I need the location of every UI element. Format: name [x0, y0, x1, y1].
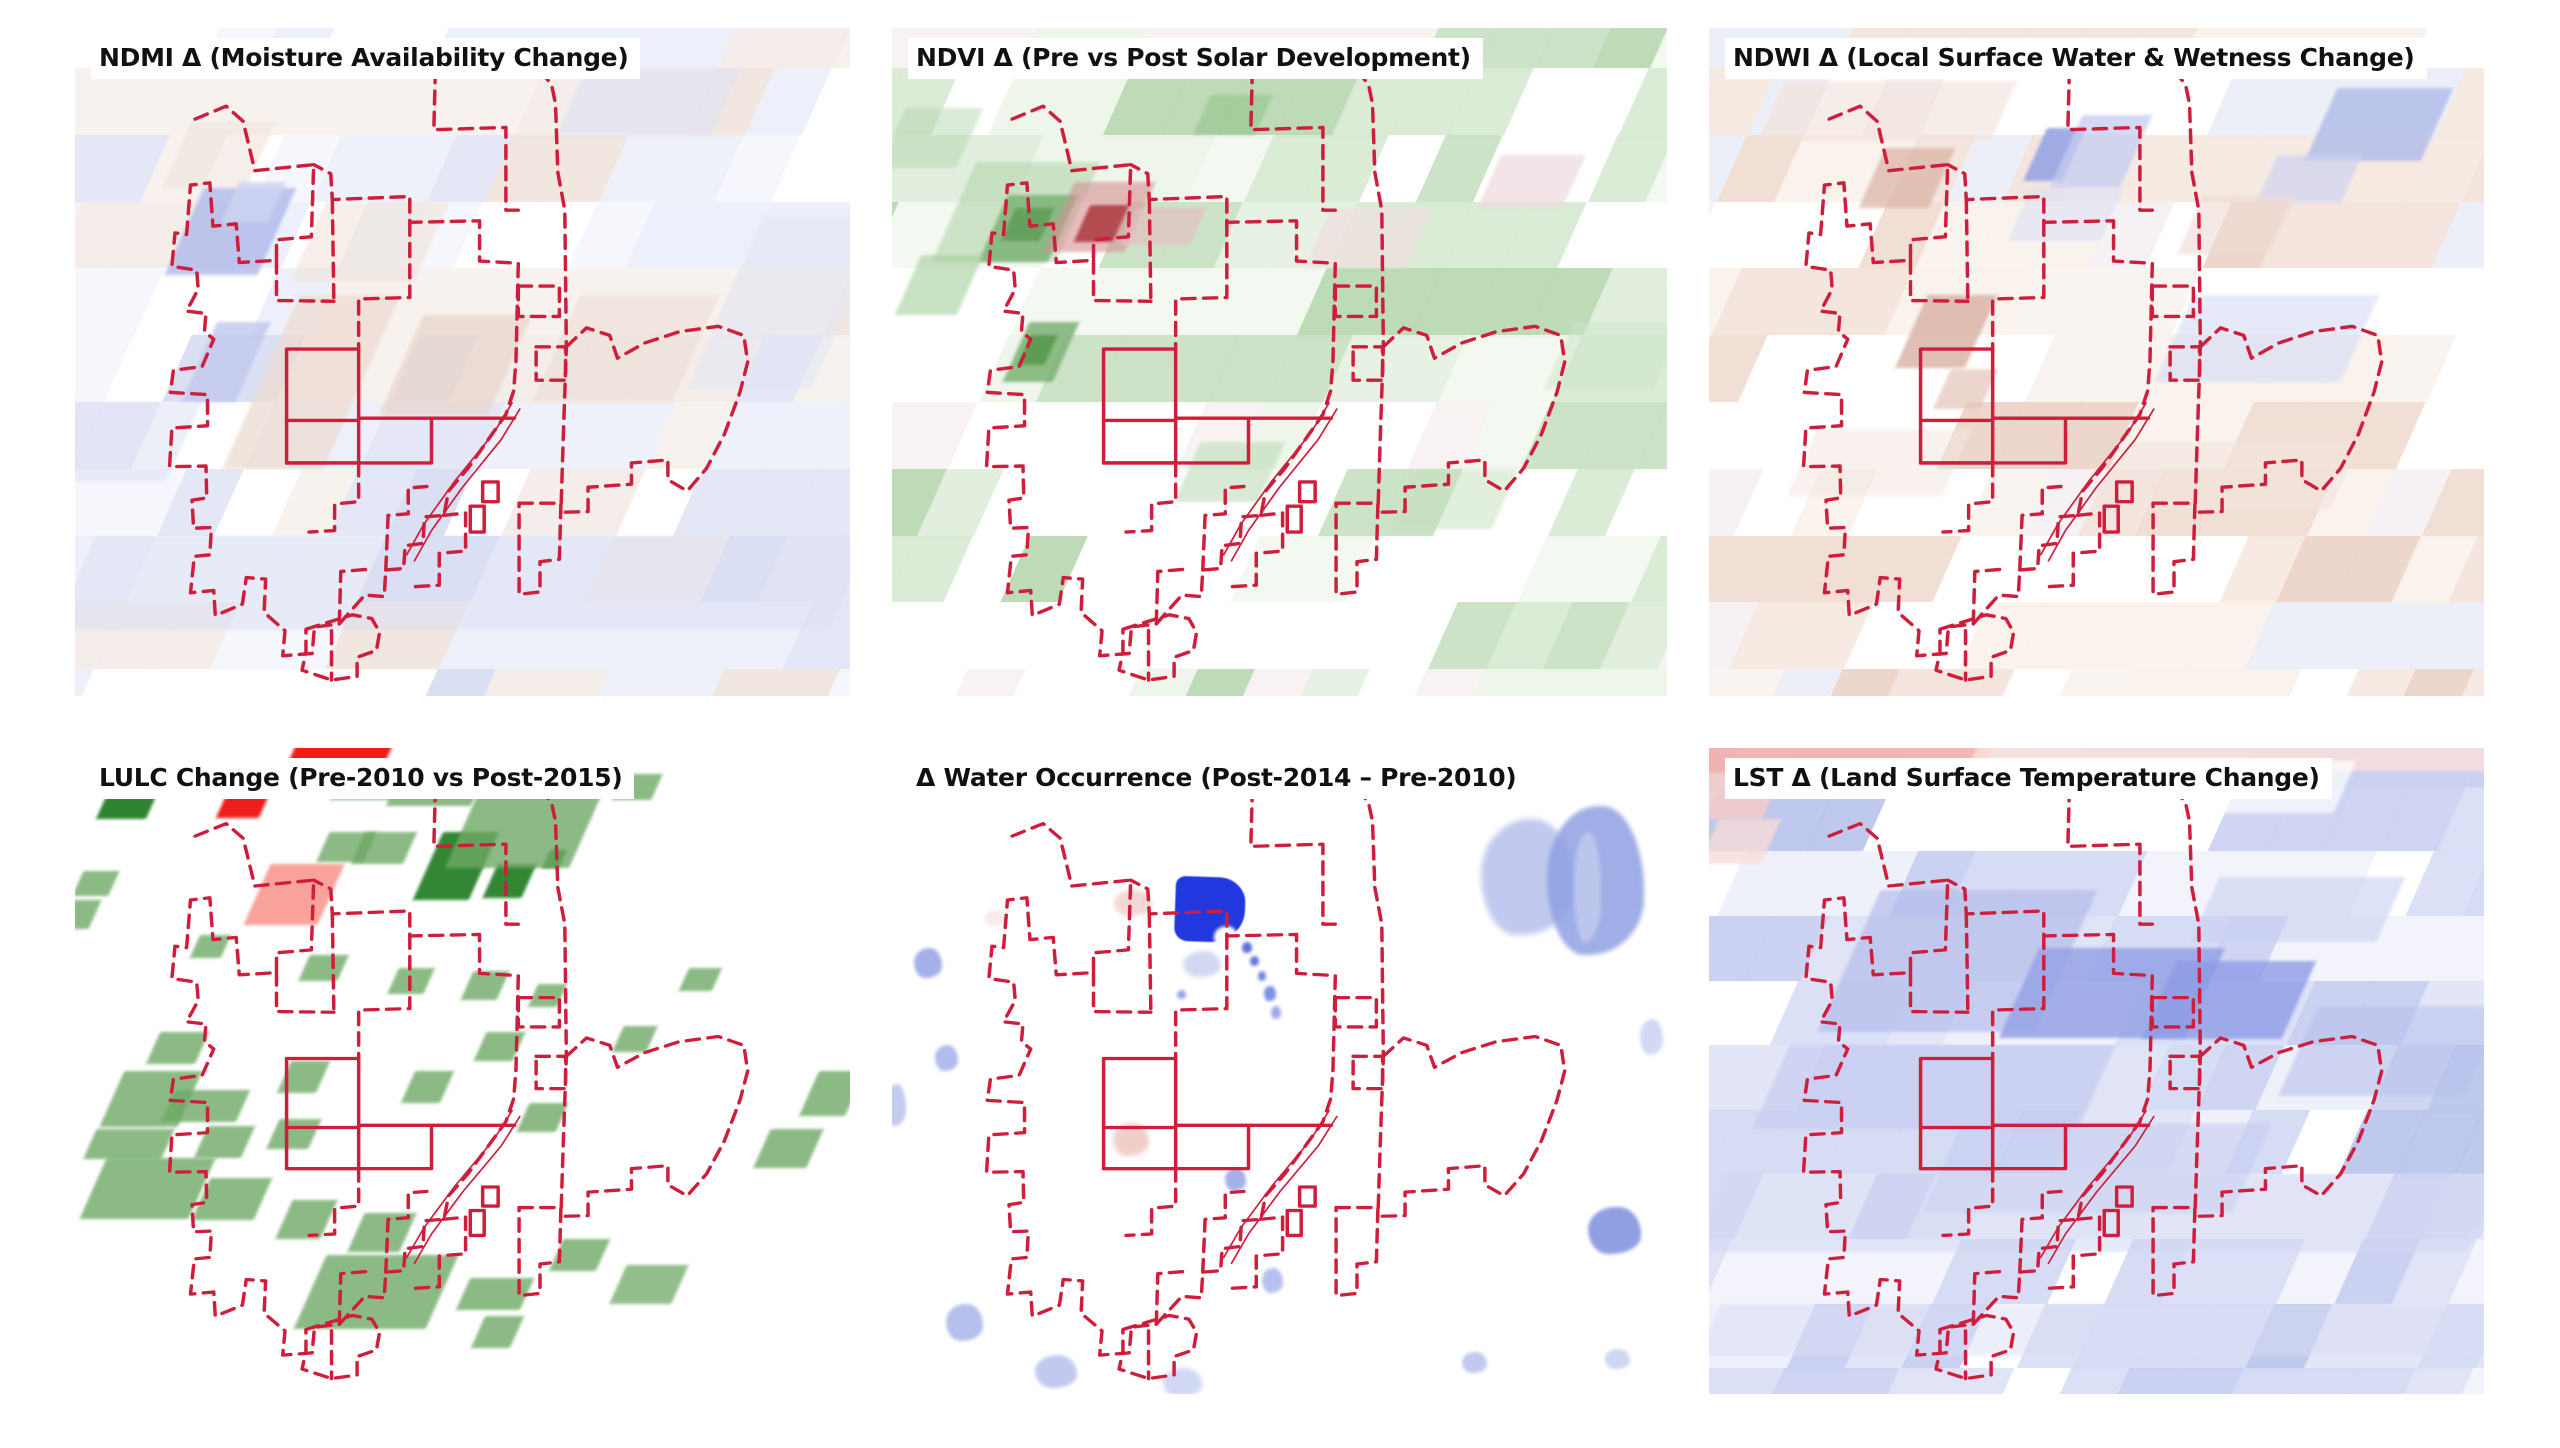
panel-title-chip: Δ Water Occurrence (Post-2014 – Pre-2010…	[908, 758, 1529, 799]
city-boundary-overlay	[167, 783, 750, 1381]
panel-title-chip: LULC Change (Pre-2010 vs Post-2015)	[91, 758, 635, 799]
panel-ndvi: NDVI Δ (Pre vs Post Solar Development)	[892, 28, 1667, 696]
panel-ndmi: NDMI Δ (Moisture Availability Change)	[75, 28, 850, 696]
map-figure: NDMI Δ (Moisture Availability Change) ND…	[75, 28, 2484, 1394]
panel-title: LULC Change (Pre-2010 vs Post-2015)	[99, 763, 623, 792]
panel-title-chip: NDMI Δ (Moisture Availability Change)	[91, 38, 641, 79]
city-boundary-overlay	[1801, 783, 2384, 1381]
panel-title-chip: LST Δ (Land Surface Temperature Change)	[1725, 758, 2332, 799]
panel-title-chip: NDWI Δ (Local Surface Water & Wetness Ch…	[1725, 38, 2427, 79]
city-boundary-overlay	[1801, 64, 2384, 682]
panel-title: LST Δ (Land Surface Temperature Change)	[1733, 763, 2320, 792]
city-boundary-overlay	[167, 64, 750, 682]
water-change-blobs	[892, 748, 1667, 1394]
panel-title: Δ Water Occurrence (Post-2014 – Pre-2010…	[916, 763, 1517, 792]
panel-title-chip: NDVI Δ (Pre vs Post Solar Development)	[908, 38, 1483, 79]
panel-lst: LST Δ (Land Surface Temperature Change)	[1709, 748, 2484, 1394]
panel-title: NDMI Δ (Moisture Availability Change)	[99, 43, 629, 72]
city-boundary-overlay	[984, 783, 1567, 1381]
city-boundary-overlay	[984, 64, 1567, 682]
panel-water-occurrence: Δ Water Occurrence (Post-2014 – Pre-2010…	[892, 748, 1667, 1394]
panel-lulc: LULC Change (Pre-2010 vs Post-2015)	[75, 748, 850, 1394]
panel-ndwi: NDWI Δ (Local Surface Water & Wetness Ch…	[1709, 28, 2484, 696]
panel-title: NDVI Δ (Pre vs Post Solar Development)	[916, 43, 1471, 72]
panel-title: NDWI Δ (Local Surface Water & Wetness Ch…	[1733, 43, 2415, 72]
